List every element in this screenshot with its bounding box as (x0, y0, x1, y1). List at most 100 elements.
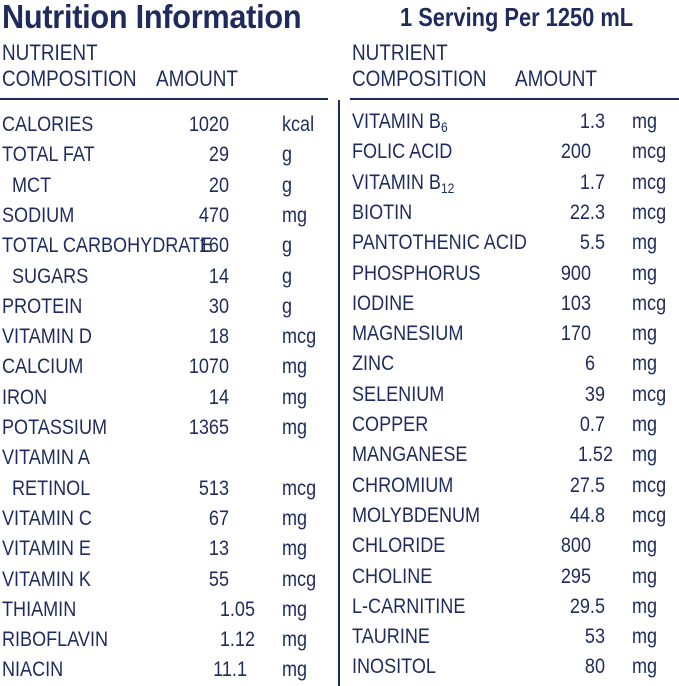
nutrient-unit: mg (632, 110, 658, 133)
nutrient-amount: 295 (560, 564, 591, 588)
nutrient-name: VITAMIN K (2, 567, 91, 591)
serving-size: 1 Serving Per 1250 mL (400, 2, 634, 32)
nutrient-amount: 22.3 (569, 200, 605, 224)
nutrient-row: COPPER 0.7 mg (350, 410, 679, 440)
nutrient-amount: 27.5 (569, 473, 605, 497)
nutrient-amount: 1.3 (579, 110, 605, 133)
nutrient-amount: 44.8 (569, 503, 605, 527)
nutrient-amount: 1.7 (579, 170, 605, 194)
nutrient-row: MCT 20 g (0, 171, 328, 201)
title-bar: Nutrition Information 1 Serving Per 1250… (2, 0, 679, 40)
nutrient-amount: 14 (208, 385, 229, 409)
nutrient-amount: 160 (198, 234, 229, 258)
nutrient-name: VITAMIN B6 (352, 110, 448, 135)
nutrient-row: SELENIUM 39 mcg (350, 380, 679, 410)
nutrient-row: VITAMIN E 13 mg (0, 534, 328, 564)
nutrient-amount: 30 (208, 294, 229, 318)
nutrient-name: VITAMIN D (2, 325, 92, 349)
nutrient-name: NIACIN (2, 658, 64, 682)
nutrient-name: IRON (2, 385, 48, 409)
nutrient-unit: mg (282, 658, 308, 682)
nutrient-name: THIAMIN (2, 597, 77, 621)
nutrient-header-line2: COMPOSITION (2, 66, 137, 91)
nutrient-unit: g (282, 294, 293, 318)
nutrient-subscript: 6 (440, 119, 448, 135)
nutrient-unit: g (282, 234, 293, 258)
nutrient-amount: 6 (584, 352, 595, 376)
nutrient-unit: mg (632, 655, 658, 679)
nutrient-unit: mg (282, 628, 308, 652)
nutrient-name: CALORIES (2, 113, 94, 136)
nutrient-row: CHROMIUM 27.5 mcg (350, 471, 679, 501)
nutrient-unit: mg (632, 594, 658, 618)
nutrient-name: MOLYBDENUM (352, 503, 481, 527)
nutrient-unit: mg (282, 355, 308, 379)
nutrient-amount: 1.05 (219, 597, 255, 621)
nutrient-unit: g (282, 143, 293, 167)
nutrient-name: CHROMIUM (352, 473, 454, 497)
nutrient-name: BIOTIN (352, 200, 413, 224)
column-divider (338, 100, 340, 686)
nutrient-name: RETINOL (12, 476, 91, 500)
nutrient-amount: 1020 (188, 113, 229, 136)
nutrient-name: SODIUM (2, 203, 75, 227)
nutrient-row: CALCIUM 1070 mg (0, 352, 328, 382)
nutrient-name: MAGNESIUM (352, 322, 464, 346)
nutrient-unit: mcg (632, 503, 667, 527)
nutrient-name: TAURINE (352, 625, 430, 649)
nutrient-name: PROTEIN (2, 294, 83, 318)
nutrient-unit: mcg (632, 140, 667, 164)
nutrient-amount: 470 (198, 203, 229, 227)
nutrient-name: SELENIUM (352, 382, 445, 406)
left-column-header: NUTRIENT COMPOSITION AMOUNT (0, 40, 328, 100)
amount-header: AMOUNT (515, 66, 597, 91)
nutrient-name: COPPER (352, 413, 429, 436)
nutrient-row: THIAMIN 1.05 mg (0, 595, 328, 625)
nutrient-name: POTASSIUM (2, 416, 108, 439)
nutrient-row: VITAMIN K 55 mcg (0, 565, 328, 595)
page-title: Nutrition Information (2, 0, 302, 35)
nutrient-unit: mg (282, 506, 308, 530)
nutrient-amount: 13 (208, 537, 229, 561)
nutrient-amount: 53 (584, 625, 605, 649)
nutrient-unit: mcg (282, 325, 317, 349)
nutrient-name: INOSITOL (352, 655, 436, 679)
nutrient-unit: mcg (632, 200, 667, 224)
nutrient-row: VITAMIN C 67 mg (0, 504, 328, 534)
nutrient-row: VITAMIN B6 1.3 mg (350, 107, 679, 137)
nutrient-name: RIBOFLAVIN (2, 628, 109, 652)
nutrient-row: TOTAL FAT 29 g (0, 140, 328, 170)
nutrient-name: VITAMIN E (2, 537, 91, 561)
nutrient-row: POTASSIUM 1365 mg (0, 413, 328, 443)
nutrient-amount: 80 (584, 655, 605, 679)
nutrient-amount: 1070 (188, 355, 229, 379)
nutrient-row: BIOTIN 22.3 mcg (350, 198, 679, 228)
nutrient-amount: 20 (208, 173, 229, 197)
nutrient-unit: mcg (282, 476, 317, 500)
nutrient-amount: 39 (584, 382, 605, 406)
nutrient-amount: 800 (560, 534, 591, 558)
nutrient-unit: g (282, 264, 293, 288)
nutrient-name: SUGARS (12, 264, 89, 288)
nutrient-row: VITAMIN A (0, 443, 328, 473)
nutrient-row: TAURINE 53 mg (350, 622, 679, 652)
nutrient-unit: mg (282, 203, 308, 227)
nutrient-unit: mg (632, 443, 658, 467)
nutrient-row: NIACIN 11.1 mg (0, 655, 328, 685)
nutrient-row: IRON 14 mg (0, 383, 328, 413)
nutrient-name: ZINC (352, 352, 395, 376)
right-header-rule (350, 98, 679, 100)
nutrient-unit: mg (632, 261, 658, 285)
nutrient-unit: mg (282, 537, 308, 561)
nutrient-name: TOTAL FAT (2, 143, 95, 167)
nutrient-name: VITAMIN C (2, 506, 92, 530)
nutrient-header-line1: NUTRIENT (352, 40, 448, 65)
nutrient-row: PHOSPHORUS 900 mg (350, 259, 679, 289)
nutrient-name: IODINE (352, 291, 415, 315)
nutrient-unit: mcg (632, 170, 667, 194)
nutrient-amount: 11.1 (213, 658, 247, 682)
nutrient-name: MANGANESE (352, 443, 468, 467)
nutrient-row: CHOLINE 295 mg (350, 562, 679, 592)
nutrient-unit: mg (632, 534, 658, 558)
right-column-header: NUTRIENT COMPOSITION AMOUNT (350, 40, 679, 100)
